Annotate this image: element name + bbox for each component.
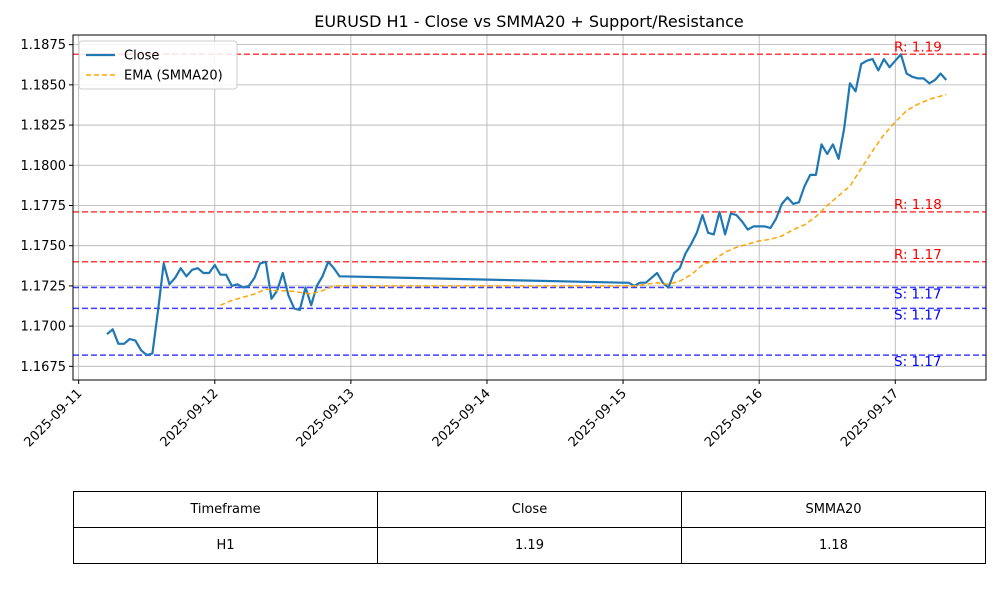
support-label: S: 1.17 — [894, 307, 941, 323]
y-tick-label: 1.1700 — [21, 320, 67, 335]
y-tick-label: 1.1850 — [21, 78, 67, 93]
y-tick-label: 1.1800 — [21, 159, 67, 174]
summary-table-row: H1 1.19 1.18 — [73, 527, 986, 564]
legend-label: Close — [124, 49, 159, 64]
smma20-line — [220, 93, 947, 306]
x-tick-label: 2025-09-16 — [702, 386, 766, 450]
support-label: S: 1.17 — [894, 354, 941, 370]
close-line — [106, 53, 948, 357]
resistance-label: R: 1.18 — [894, 197, 942, 213]
summary-cell: 1.18 — [681, 527, 986, 564]
y-tick-label: 1.1775 — [21, 199, 67, 214]
plot-frame — [72, 34, 987, 381]
support-resistance-levels: R: 1.19 R: 1.18 R: 1.17 S: 1.17 S: 1.17 S: 1.… — [73, 39, 986, 370]
summary-table-header-row: Timeframe Close SMMA20 — [73, 491, 986, 528]
x-tick-label: 2025-09-11 — [21, 386, 85, 450]
resistance-label: R: 1.17 — [894, 247, 942, 263]
summary-header-cell: Close — [377, 491, 682, 528]
resistance-label: R: 1.19 — [894, 39, 942, 55]
legend-box — [78, 40, 238, 90]
series-lines — [106, 53, 948, 357]
grid — [73, 35, 986, 380]
chart-title: EURUSD H1 - Close vs SMMA20 + Support/Re… — [314, 12, 743, 31]
x-axis: 2025-09-11 2025-09-12 2025-09-13 2025-09-14… — [21, 380, 902, 450]
support-label: S: 1.17 — [894, 287, 941, 303]
summary-header-cell: SMMA20 — [681, 491, 986, 528]
x-tick-label: 2025-09-17 — [838, 386, 902, 450]
x-tick-label: 2025-09-14 — [430, 386, 494, 450]
x-tick-label: 2025-09-13 — [294, 386, 358, 450]
x-tick-label: 2025-09-15 — [566, 386, 630, 450]
summary-cell: H1 — [73, 527, 378, 564]
legend: Close EMA (SMMA20) — [78, 40, 238, 90]
x-tick-label: 2025-09-12 — [158, 386, 222, 450]
legend-label: EMA (SMMA20) — [124, 69, 223, 84]
summary-header-cell: Timeframe — [73, 491, 378, 528]
chart: EURUSD H1 - Close vs SMMA20 + Support/Re… — [21, 12, 987, 450]
y-tick-label: 1.1875 — [21, 38, 67, 53]
y-tick-label: 1.1675 — [21, 360, 67, 375]
y-tick-label: 1.1725 — [21, 279, 67, 294]
y-tick-label: 1.1825 — [21, 119, 67, 134]
summary-table: Timeframe Close SMMA20 H1 1.19 1.18 — [73, 491, 986, 564]
y-tick-label: 1.1750 — [21, 239, 67, 254]
y-axis: 1.1675 1.1700 1.1725 1.1750 1.1775 1.1800 1.18… — [21, 38, 73, 375]
summary-cell: 1.19 — [377, 527, 682, 564]
